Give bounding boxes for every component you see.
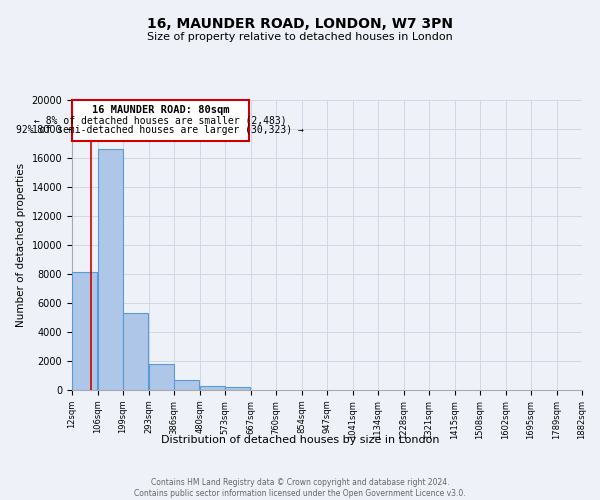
Bar <box>72 272 97 390</box>
Bar <box>200 386 225 390</box>
Text: Contains HM Land Registry data © Crown copyright and database right 2024.
Contai: Contains HM Land Registry data © Crown c… <box>134 478 466 498</box>
Bar <box>225 387 250 390</box>
Bar <box>98 150 123 390</box>
Text: ← 8% of detached houses are smaller (2,483): ← 8% of detached houses are smaller (2,4… <box>34 116 287 126</box>
Text: 16 MAUNDER ROAD: 80sqm: 16 MAUNDER ROAD: 80sqm <box>92 105 229 115</box>
Text: 16, MAUNDER ROAD, LONDON, W7 3PN: 16, MAUNDER ROAD, LONDON, W7 3PN <box>147 18 453 32</box>
Y-axis label: Number of detached properties: Number of detached properties <box>16 163 26 327</box>
Text: Distribution of detached houses by size in London: Distribution of detached houses by size … <box>161 435 439 445</box>
Text: 92% of semi-detached houses are larger (30,323) →: 92% of semi-detached houses are larger (… <box>16 126 304 136</box>
Bar <box>123 313 148 390</box>
Bar <box>149 364 174 390</box>
Bar <box>174 380 199 390</box>
Text: Size of property relative to detached houses in London: Size of property relative to detached ho… <box>147 32 453 42</box>
FancyBboxPatch shape <box>72 100 249 140</box>
